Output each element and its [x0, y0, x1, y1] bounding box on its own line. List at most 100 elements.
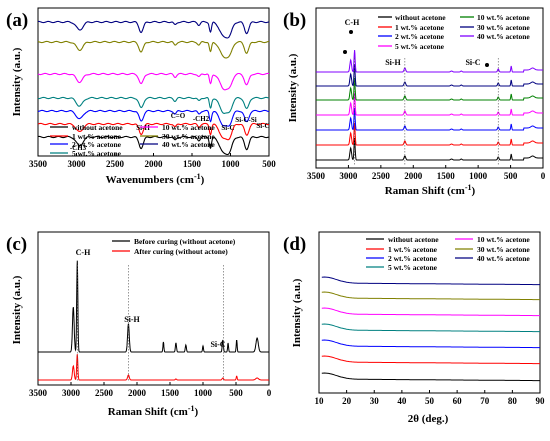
panel-d-x-label: 2θ (deg.) [408, 413, 449, 425]
panel-a-legend-label: 40 wt.% acetone [162, 140, 215, 149]
panel-b-series-line [316, 107, 543, 131]
panel-a-annotation: -CH3 [70, 144, 87, 152]
panel-d-tick-label: 30 [370, 396, 380, 406]
panel-b-series-line [316, 49, 543, 73]
panel-d-tick-label: 90 [536, 396, 546, 406]
panel-a-y-label: Intensity (a.u.) [11, 47, 23, 116]
panel-d-tick-label: 50 [425, 396, 435, 406]
panel-d-legend-label: 10 wt.% acetone [477, 235, 530, 244]
panel-c-series-line [38, 260, 269, 353]
panel-b-marker-dot [349, 30, 353, 34]
panel-b-y-label: Intensity (a.u.) [287, 53, 299, 122]
panel-d-series-line [321, 291, 540, 301]
panel-d-series-line [321, 307, 540, 317]
panel-c: (c) 3500 3000 2500 2000 1500 1000 500 0 Raman S… [6, 231, 272, 418]
panel-a-x-label: Wavenumbers (cm-1) [106, 172, 205, 186]
panel-d-legend-label: 5 wt.% acetone [388, 263, 438, 272]
panel-a-legend-label: 1 wt.% acetone [72, 132, 122, 141]
panel-c-annotation: C-H [76, 248, 91, 257]
panel-a-series-line [37, 72, 270, 91]
panel-a-legend-label: 10 wt.% acetone [162, 123, 215, 132]
panel-a-legend-label: 2 wt.% acetone [72, 140, 122, 149]
panel-b-legend-label: 5 wt.% acetone [395, 42, 445, 51]
panel-d-plot [321, 276, 540, 382]
panel-b-annotation: Si-H [385, 58, 401, 67]
panel-b-tick-label: 1000 [469, 171, 488, 181]
panel-c-series-line [38, 354, 269, 381]
panel-a-annotation: -CH2 [193, 115, 210, 123]
panel-d-tick-label: 40 [397, 396, 407, 406]
panel-b-legend-label: without acetone [395, 13, 446, 22]
panel-d-series-line [321, 339, 540, 349]
panel-b-annotation: C-H [345, 18, 360, 27]
panel-a-tick-label: 3000 [68, 159, 87, 169]
panel-a-label: (a) [6, 10, 28, 31]
panel-b-legend-label: 2 wt.% acetone [395, 32, 445, 41]
panel-c-tick-label: 3500 [29, 388, 48, 398]
panel-a-series-line [37, 109, 270, 127]
panel-a-annotation: Si-C [221, 124, 234, 132]
panel-d-series-line [321, 276, 540, 286]
panel-a-tick-label: 500 [262, 159, 276, 169]
panel-d-tick-label: 20 [342, 396, 352, 406]
panel-c-tick-label: 2500 [95, 388, 114, 398]
panel-c-tick-label: 3000 [62, 388, 81, 398]
panel-d-tick-label: 80 [508, 396, 518, 406]
panel-d: (d) 10 20 30 40 50 60 70 80 90 2θ (deg.) Intensi… [283, 231, 546, 425]
panel-d-legend-label: 2 wt.% acetone [388, 254, 438, 263]
panel-b-marker-dot [343, 50, 347, 54]
panel-a-series-line [37, 96, 270, 114]
panel-b-frame [315, 7, 544, 169]
panel-b-tick-label: 2000 [404, 171, 423, 181]
panel-d-x-axis: 10 20 30 40 50 60 70 80 90 [315, 390, 546, 406]
panel-a-tick-label: 2500 [106, 159, 125, 169]
panel-b-tick-label: 500 [504, 171, 518, 181]
panel-c-tick-label: 1500 [161, 388, 180, 398]
panel-a-legend-label: 5 wt.% acetone [72, 149, 122, 158]
panel-b-legend-label: 30 wt.% acetone [477, 23, 530, 32]
panel-b-series-line [316, 63, 543, 87]
panel-a-tick-label: 2000 [145, 159, 164, 169]
panel-b-annotation: Si-C [465, 58, 480, 67]
panel-a-series-line [37, 135, 270, 156]
panel-a-annotation: Si-H [136, 124, 150, 132]
panel-c-legend-label: Before curing (without acetone) [134, 237, 236, 246]
panel-d-legend-label: without acetone [388, 235, 439, 244]
panel-b-tick-label: 0 [541, 171, 546, 181]
panel-a-tick-label: 1000 [222, 159, 241, 169]
panel-c-frame [37, 231, 270, 386]
panel-c-y-label: Intensity (a.u.) [11, 275, 23, 344]
panel-c-legend: Before curing (without acetone)After cur… [112, 237, 236, 256]
panel-b-plot [316, 30, 543, 165]
panel-c-x-axis: 3500 3000 2500 2000 1500 1000 500 0 [29, 382, 272, 398]
panel-b-label: (b) [283, 10, 306, 31]
panel-b-series-line [316, 77, 543, 101]
panel-b-tick-label: 2500 [372, 171, 391, 181]
panel-b-x-label: Raman Shift (cm-1) [385, 183, 476, 197]
panel-d-legend-label: 30 wt.% acetone [477, 245, 530, 254]
panel-c-tick-label: 1000 [194, 388, 213, 398]
panel-a-legend-label: 30 wt.% acetone [162, 132, 215, 141]
panel-b: (b) 3500 3000 2500 2000 1500 1000 500 0 Raman S… [283, 7, 546, 197]
panel-b-legend-label: 40 wt.% acetone [477, 32, 530, 41]
panel-a-legend-label: without acetone [72, 123, 123, 132]
panel-d-legend-label: 40 wt.% acetone [477, 254, 530, 263]
panel-b-legend-label: 10 wt.% acetone [477, 13, 530, 22]
panel-c-tick-label: 2000 [128, 388, 147, 398]
panel-b-marker-dot [485, 63, 489, 67]
panel-a-series-line [38, 20, 270, 39]
panel-a-tick-label: 1500 [183, 159, 202, 169]
panel-d-series-line [321, 355, 540, 365]
panel-a-tick-label: 3500 [29, 159, 48, 169]
panel-a-annotation: C=O [171, 112, 186, 120]
panel-c-x-label: Raman Shift (cm-1) [108, 404, 199, 418]
panel-a-series-line [37, 40, 269, 59]
panel-a-annotation: Si-C [256, 122, 269, 130]
panel-a-series-line [37, 122, 269, 141]
panel-b-x-axis: 3500 3000 2500 2000 1500 1000 500 0 [307, 165, 546, 181]
panel-c-label: (c) [6, 234, 27, 255]
